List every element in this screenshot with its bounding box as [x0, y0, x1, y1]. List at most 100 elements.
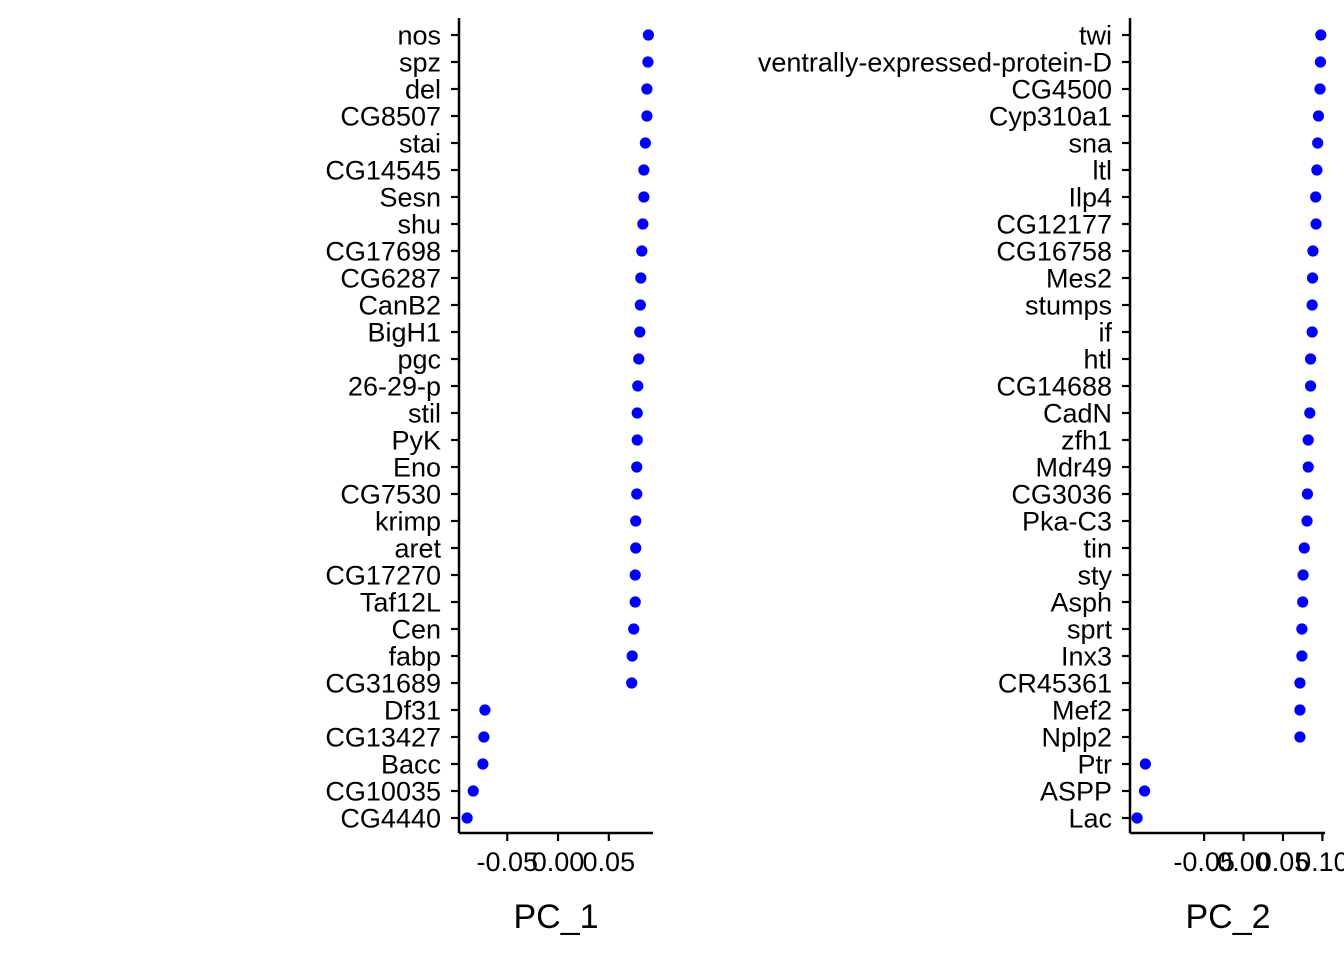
- pc1-point: [637, 218, 649, 230]
- pc1-gene-label: CG13427: [325, 723, 441, 753]
- pc2-point: [1298, 542, 1310, 554]
- pc1-point: [633, 353, 645, 365]
- pc2-x-ticks: [1203, 833, 1324, 841]
- pc2-gene-label: Ptr: [1077, 750, 1112, 780]
- pc2-point: [1302, 434, 1314, 446]
- pc2-point: [1301, 515, 1313, 527]
- pc2-x-tick-label: 0.10: [1296, 847, 1344, 877]
- pc1-gene-label: shu: [397, 210, 441, 240]
- pc2-panel: twiventrally-expressed-protein-DCG4500Cy…: [758, 18, 1344, 936]
- pc1-point: [626, 650, 638, 662]
- pc1-gene-label: CG31689: [325, 669, 441, 699]
- pc1-gene-label: Taf12L: [360, 588, 441, 618]
- pc2-x-tick-label: 0.00: [1217, 847, 1270, 877]
- pc1-x-tick-label: 0.05: [583, 847, 636, 877]
- pc1-y-ticks: [451, 33, 459, 820]
- pc2-point: [1294, 731, 1306, 743]
- pc1-gene-label: PyK: [391, 426, 441, 456]
- pc1-gene-label: 26-29-p: [348, 372, 441, 402]
- pc1-gene-label: nos: [397, 21, 441, 51]
- pc1-x-tick-label: -0.05: [476, 847, 538, 877]
- pc2-point: [1312, 137, 1324, 149]
- pc1-point: [638, 191, 650, 203]
- pc2-gene-label: Pka-C3: [1022, 507, 1112, 537]
- pc1-x-tick-labels: -0.050.000.05: [476, 847, 635, 877]
- pc1-gene-label: CanB2: [358, 291, 441, 321]
- pc1-gene-label: CG17698: [325, 237, 441, 267]
- pc2-gene-label: sna: [1068, 129, 1113, 159]
- pc2-point: [1296, 650, 1308, 662]
- pc1-gene-label: Bacc: [381, 750, 441, 780]
- pc1-point: [479, 704, 491, 716]
- pc2-gene-label: htl: [1083, 345, 1112, 375]
- pc1-gene-label: CG8507: [340, 102, 441, 132]
- pc2-gene-label: if: [1099, 318, 1113, 348]
- pc1-point: [626, 677, 638, 689]
- pc1-point: [642, 56, 654, 68]
- pc1-point: [628, 623, 640, 635]
- pc2-gene-label: tin: [1083, 534, 1112, 564]
- pc1-point: [634, 299, 646, 311]
- pc1-point: [634, 326, 646, 338]
- pc2-x-tick-label: -0.05: [1173, 847, 1235, 877]
- pc2-gene-label: Asph: [1050, 588, 1112, 618]
- pc2-y-ticks: [1122, 33, 1130, 820]
- pc2-gene-label: twi: [1079, 21, 1112, 51]
- pc2-point: [1304, 353, 1317, 365]
- pc2-gene-label: Inx3: [1061, 642, 1112, 672]
- pc2-gene-label: Mes2: [1046, 264, 1112, 294]
- pc2-gene-label: CR45361: [998, 669, 1112, 699]
- pc2-gene-label: CG14688: [996, 372, 1112, 402]
- pc1-gene-label: krimp: [375, 507, 441, 537]
- pc2-gene-label: ASPP: [1040, 777, 1112, 807]
- pc2-gene-label: zfh1: [1061, 426, 1112, 456]
- pc2-gene-label: ltl: [1093, 156, 1113, 186]
- pc2-gene-label: CadN: [1043, 399, 1112, 429]
- pc1-gene-label: CG7530: [340, 480, 441, 510]
- pc1-gene-label: pgc: [397, 345, 441, 375]
- pc2-point: [1307, 245, 1319, 257]
- pc1-gene-label: Cen: [391, 615, 441, 645]
- pc2-x-tick-labels: -0.050.000.050.10: [1173, 847, 1344, 877]
- pc1-gene-label: CG4440: [340, 804, 441, 834]
- pc1-gene-label: CG14545: [325, 156, 441, 186]
- pc1-point: [631, 488, 643, 500]
- pc1-point: [636, 245, 648, 257]
- pc1-point: [630, 515, 642, 527]
- pc2-point: [1304, 407, 1316, 419]
- pc1-gene-label: Eno: [393, 453, 441, 483]
- pc2-point: [1306, 272, 1319, 284]
- pc2-point: [1306, 299, 1318, 311]
- pc1-gene-label: stai: [399, 129, 441, 159]
- pc1-x-ticks: [506, 833, 610, 841]
- pc1-x-tick-label: 0.00: [532, 847, 585, 877]
- pc2-gene-label: Lac: [1068, 804, 1112, 834]
- pc2-point: [1301, 488, 1314, 500]
- pc1-point: [629, 596, 641, 608]
- pc2-gene-label: Mdr49: [1035, 453, 1112, 483]
- pc2-point: [1310, 191, 1322, 203]
- pc1-point: [638, 164, 650, 176]
- pc1-panel: nosspzdelCG8507staiCG14545SesnshuCG17698…: [325, 18, 655, 936]
- pc2-point: [1312, 110, 1325, 122]
- pc1-gene-label: spz: [399, 48, 441, 78]
- pc1-point: [630, 542, 642, 554]
- pc2-point: [1139, 758, 1151, 770]
- pc2-point: [1294, 704, 1306, 716]
- pc2-gene-label: CG4500: [1011, 75, 1112, 105]
- pc1-gene-label: Df31: [384, 696, 441, 726]
- pc2-gene-label: CG3036: [1011, 480, 1112, 510]
- pc1-point: [631, 407, 643, 419]
- pc1-point: [635, 272, 647, 284]
- pc2-gene-label: sprt: [1067, 615, 1113, 645]
- pc1-point: [629, 569, 641, 581]
- pc1-axis-title: PC_1: [513, 898, 598, 936]
- pc2-point: [1311, 164, 1323, 176]
- pc2-gene-label: CG16758: [996, 237, 1112, 267]
- pc1-point: [641, 83, 653, 95]
- pc2-gene-label: stumps: [1025, 291, 1112, 321]
- pc1-point: [641, 110, 653, 122]
- pc1-gene-label: del: [405, 75, 441, 105]
- pc2-point: [1306, 326, 1318, 338]
- pc1-gene-label: fabp: [388, 642, 441, 672]
